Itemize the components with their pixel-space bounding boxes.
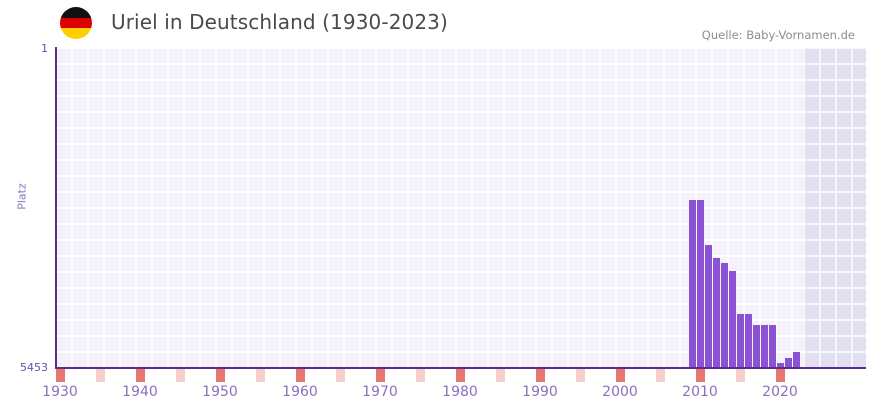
flag-band-black xyxy=(60,7,92,18)
x-tick-1930 xyxy=(56,369,65,382)
x-tick-minor-1985 xyxy=(496,369,505,382)
x-tick-minor-1995 xyxy=(576,369,585,382)
bar-2020 xyxy=(776,363,784,368)
x-tick-minor-1935 xyxy=(96,369,105,382)
x-tick-2000 xyxy=(616,369,625,382)
bar-2014 xyxy=(728,271,736,368)
bar-2018 xyxy=(760,325,768,368)
x-tick-minor-1965 xyxy=(336,369,345,382)
x-label-2010: 2010 xyxy=(682,384,718,400)
x-tick-1980 xyxy=(456,369,465,382)
y-tick-top: 1 xyxy=(41,42,48,55)
no-data-region xyxy=(804,48,866,368)
bar-2019 xyxy=(768,325,776,368)
y-tick-bottom: 5453 xyxy=(20,361,48,374)
x-tick-minor-2015 xyxy=(736,369,745,382)
x-tick-minor-1975 xyxy=(416,369,425,382)
x-tick-2020 xyxy=(776,369,785,382)
x-tick-1950 xyxy=(216,369,225,382)
y-axis-line xyxy=(55,47,57,369)
bar-2022 xyxy=(792,352,800,368)
bar-2011 xyxy=(704,245,712,368)
bar-2012 xyxy=(712,258,720,368)
flag-band-red xyxy=(60,17,92,29)
source-note: Quelle: Baby-Vornamen.de xyxy=(701,28,855,42)
bar-2013 xyxy=(720,263,728,368)
bar-2009 xyxy=(688,200,696,368)
bar-series xyxy=(56,48,866,368)
x-tick-minor-2005 xyxy=(656,369,665,382)
chart-header: Uriel in Deutschland (1930-2023) Quelle:… xyxy=(0,0,873,46)
x-axis-ticks xyxy=(0,369,873,383)
plot-area xyxy=(56,48,866,368)
bar-2017 xyxy=(752,325,760,368)
x-label-1940: 1940 xyxy=(122,384,158,400)
y-axis-label: Platz xyxy=(15,183,29,210)
x-tick-minor-1945 xyxy=(176,369,185,382)
x-axis-line xyxy=(55,367,866,369)
x-tick-1940 xyxy=(136,369,145,382)
x-axis-labels: 1930 1940 1950 1960 1970 1980 1990 2000 2010 2020 xyxy=(0,384,873,406)
no-data-grid-lines xyxy=(804,48,866,368)
flag-band-gold xyxy=(60,28,92,39)
x-label-1990: 1990 xyxy=(522,384,558,400)
x-tick-2010 xyxy=(696,369,705,382)
x-label-1960: 1960 xyxy=(282,384,318,400)
x-label-1950: 1950 xyxy=(202,384,238,400)
chart-title: Uriel in Deutschland (1930-2023) xyxy=(111,10,448,34)
x-tick-1970 xyxy=(376,369,385,382)
german-flag-icon xyxy=(60,7,92,39)
x-label-1970: 1970 xyxy=(362,384,398,400)
x-tick-1990 xyxy=(536,369,545,382)
x-label-2020: 2020 xyxy=(762,384,798,400)
bar-2015 xyxy=(736,314,744,368)
x-label-1980: 1980 xyxy=(442,384,478,400)
x-label-1930: 1930 xyxy=(42,384,78,400)
bar-2016 xyxy=(744,314,752,368)
x-tick-minor-1955 xyxy=(256,369,265,382)
bar-2010 xyxy=(696,200,704,368)
x-label-2000: 2000 xyxy=(602,384,638,400)
bar-2021 xyxy=(784,358,792,368)
x-tick-1960 xyxy=(296,369,305,382)
